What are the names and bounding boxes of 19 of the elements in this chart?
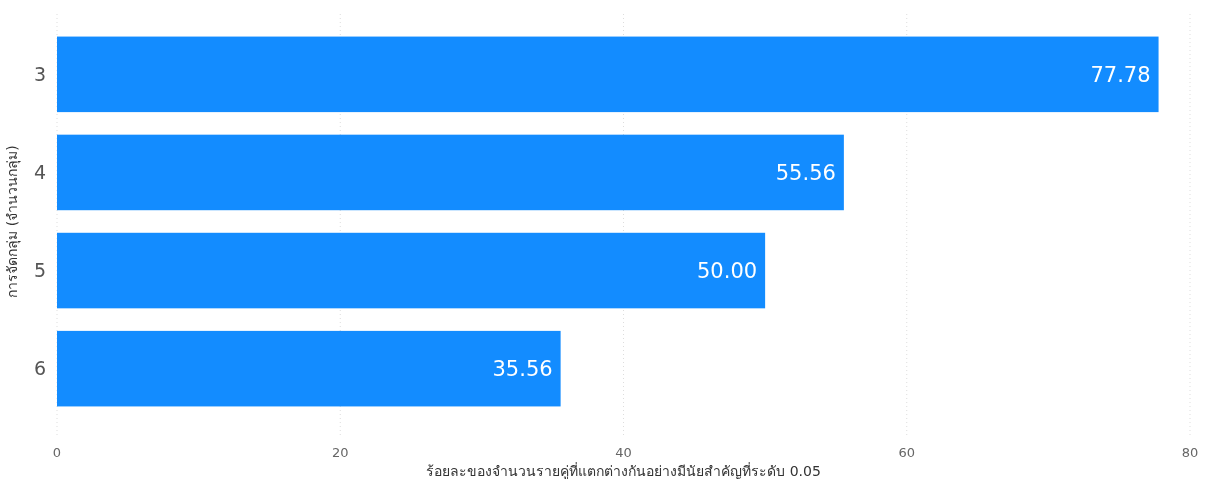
- data-label: 77.78: [1090, 62, 1151, 87]
- data-label: 55.56: [775, 160, 836, 185]
- y-axis-title: การจัดกลุ่ม (จำนวนกลุ่ม): [4, 145, 21, 298]
- bar: [57, 330, 561, 407]
- y-tick-label: 6: [33, 357, 46, 380]
- data-label: 50.00: [697, 258, 758, 283]
- y-tick-label: 4: [33, 161, 46, 184]
- x-tick-label: 80: [1181, 445, 1199, 460]
- x-tick-label: 60: [898, 445, 916, 460]
- x-tick-label: 40: [615, 445, 632, 460]
- y-tick-label: 5: [33, 259, 46, 282]
- data-label: 35.56: [492, 357, 553, 382]
- bar: [57, 36, 1159, 113]
- x-axis-title: ร้อยละของจำนวนรายคู่ที่แตกต่างกันอย่างมีนัยสำคัญที่ระดับ 0.05: [426, 462, 821, 479]
- x-tick-label: 20: [331, 445, 349, 460]
- bar: [57, 134, 844, 211]
- bar: [57, 232, 766, 309]
- x-tick-label: 0: [52, 445, 62, 460]
- y-tick-label: 3: [33, 62, 46, 85]
